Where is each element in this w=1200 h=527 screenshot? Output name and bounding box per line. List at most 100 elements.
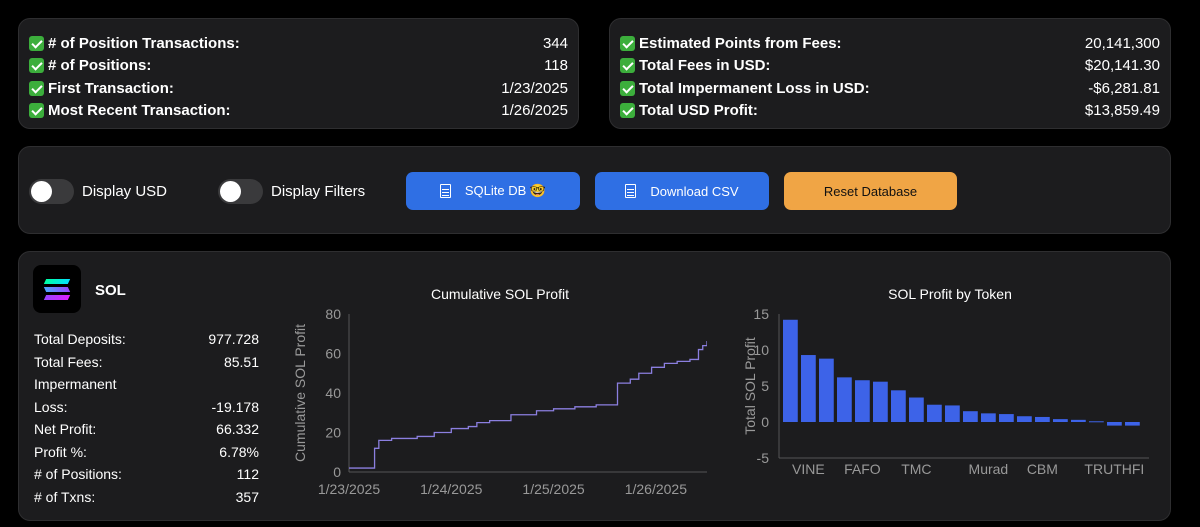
stat-label: Total Fees in USD: bbox=[620, 57, 770, 74]
y-axis-label: Cumulative SOL Profit bbox=[292, 324, 308, 462]
profit-line bbox=[349, 340, 707, 469]
stat-row: # of Positions: 118 bbox=[29, 55, 568, 78]
sol-stat-label: Loss: bbox=[34, 398, 68, 415]
token-bar bbox=[1107, 422, 1122, 426]
stat-row: Total Fees in USD: $20,141.30 bbox=[620, 55, 1160, 78]
sol-stat-label: Impermanent bbox=[34, 376, 117, 393]
sol-stat-row: # of Positions: 112 bbox=[34, 463, 259, 486]
display-usd-toggle[interactable]: Display USD bbox=[29, 179, 167, 204]
stat-value: 1/26/2025 bbox=[501, 102, 568, 120]
stat-label: Estimated Points from Fees: bbox=[620, 35, 842, 52]
checkmark-icon bbox=[29, 80, 44, 96]
token-bar bbox=[873, 381, 888, 422]
stat-label: # of Positions: bbox=[29, 57, 151, 74]
sol-card: SOL Total Deposits: 977.728 Total Fees: 85.… bbox=[18, 251, 1171, 521]
display-filters-label: Display Filters bbox=[271, 183, 366, 200]
sol-stat-label: Total Deposits: bbox=[34, 331, 126, 348]
stat-value: 118 bbox=[544, 57, 568, 75]
x-tick-label: VINE bbox=[792, 461, 825, 477]
token-bar bbox=[945, 405, 960, 422]
sol-stat-label: Total Fees: bbox=[34, 353, 103, 370]
token-bar bbox=[963, 411, 978, 422]
reset-database-button[interactable]: Reset Database bbox=[784, 172, 957, 210]
download-csv-label: Download CSV bbox=[650, 183, 739, 199]
x-tick-label: CBM bbox=[1027, 461, 1058, 477]
sol-stats: Total Deposits: 977.728 Total Fees: 85.51 Im… bbox=[34, 328, 259, 508]
position-summary-card: # of Position Transactions: 344 # of Posit… bbox=[18, 18, 579, 129]
stat-value: 1/23/2025 bbox=[501, 79, 568, 97]
x-tick-label: TMC bbox=[901, 461, 931, 477]
x-tick-label: 1/24/2025 bbox=[420, 481, 482, 497]
y-tick-label: -5 bbox=[757, 450, 770, 466]
x-tick-label: FAFO bbox=[844, 461, 881, 477]
stat-value: $13,859.49 bbox=[1084, 102, 1160, 120]
token-bar bbox=[1035, 416, 1050, 422]
y-axis-label: Total SOL Profit bbox=[742, 337, 758, 435]
token-bar bbox=[855, 380, 870, 422]
token-bar bbox=[801, 355, 816, 422]
sol-title: SOL bbox=[95, 282, 126, 299]
stat-label: Total USD Profit: bbox=[620, 102, 758, 119]
token-bar bbox=[837, 377, 852, 422]
token-bar bbox=[909, 397, 924, 422]
fees-summary-card: Estimated Points from Fees: 20,141,300 Tot… bbox=[609, 18, 1171, 129]
sol-stat-value: 977.728 bbox=[208, 331, 259, 348]
sol-stat-row: # of Txns: 357 bbox=[34, 486, 259, 509]
stat-row: Total Impermanent Loss in USD: -$6,281.81 bbox=[620, 77, 1160, 100]
stat-label: Most Recent Transaction: bbox=[29, 102, 231, 119]
sol-stat-value: 112 bbox=[236, 466, 259, 483]
sqlite-db-button[interactable]: SQLite DB 🤓 bbox=[406, 172, 580, 210]
sol-stat-row: Profit %: 6.78% bbox=[34, 441, 259, 464]
toggle-switch[interactable] bbox=[29, 179, 74, 204]
token-bar bbox=[1125, 422, 1140, 426]
checkmark-icon bbox=[620, 103, 635, 119]
chart-title: Cumulative SOL Profit bbox=[431, 286, 569, 302]
y-tick-label: 80 bbox=[325, 306, 341, 322]
token-bar bbox=[981, 413, 996, 422]
document-icon bbox=[439, 184, 451, 198]
stat-label: First Transaction: bbox=[29, 80, 174, 97]
sol-stat-value: 6.78% bbox=[219, 443, 259, 460]
token-bar bbox=[1053, 419, 1068, 422]
token-bar bbox=[1017, 416, 1032, 422]
checkmark-icon bbox=[29, 58, 44, 74]
stat-label: Total Impermanent Loss in USD: bbox=[620, 80, 870, 97]
display-filters-toggle[interactable]: Display Filters bbox=[218, 179, 365, 204]
checkmark-icon bbox=[620, 58, 635, 74]
sol-stat-row: Net Profit: 66.332 bbox=[34, 418, 259, 441]
y-tick-label: 5 bbox=[761, 378, 769, 394]
toggle-switch[interactable] bbox=[218, 179, 263, 204]
solana-logo-icon bbox=[33, 265, 81, 313]
token-bar bbox=[927, 404, 942, 422]
sol-stat-row: Impermanent bbox=[34, 373, 259, 396]
sol-stat-value: -19.178 bbox=[211, 398, 259, 415]
token-bar bbox=[819, 358, 834, 422]
token-bar bbox=[999, 414, 1014, 422]
token-bar bbox=[1071, 419, 1086, 422]
download-csv-button[interactable]: Download CSV bbox=[595, 172, 769, 210]
chart-title: SOL Profit by Token bbox=[888, 286, 1012, 302]
stat-value: $20,141.30 bbox=[1084, 57, 1160, 75]
sol-stat-row: Total Fees: 85.51 bbox=[34, 351, 259, 374]
x-tick-label: 1/23/2025 bbox=[318, 481, 380, 497]
sol-stat-value: 357 bbox=[235, 488, 259, 505]
stat-row: First Transaction: 1/23/2025 bbox=[29, 77, 568, 100]
display-usd-label: Display USD bbox=[82, 183, 168, 200]
sqlite-db-label: SQLite DB 🤓 bbox=[464, 183, 547, 198]
stat-row: Most Recent Transaction: 1/26/2025 bbox=[29, 100, 568, 123]
y-tick-label: 40 bbox=[325, 385, 341, 401]
profit-by-token-chart: SOL Profit by Token Total SOL Profit -5 0 5 1… bbox=[742, 286, 1149, 477]
sol-stat-label: # of Positions: bbox=[34, 466, 122, 483]
sol-stat-label: Profit %: bbox=[34, 443, 87, 460]
checkmark-icon bbox=[620, 35, 635, 51]
stat-value: 344 bbox=[542, 34, 568, 52]
sol-stat-label: # of Txns: bbox=[34, 488, 96, 505]
checkmark-icon bbox=[29, 35, 44, 51]
document-icon bbox=[625, 184, 637, 198]
stat-row: # of Position Transactions: 344 bbox=[29, 32, 568, 55]
sol-stat-row: Loss: -19.178 bbox=[34, 396, 259, 419]
sol-stat-row: Total Deposits: 977.728 bbox=[34, 328, 259, 351]
y-tick-label: 0 bbox=[761, 414, 769, 430]
stat-value: 20,141,300 bbox=[1084, 34, 1160, 52]
x-tick-label: 1/25/2025 bbox=[522, 481, 584, 497]
